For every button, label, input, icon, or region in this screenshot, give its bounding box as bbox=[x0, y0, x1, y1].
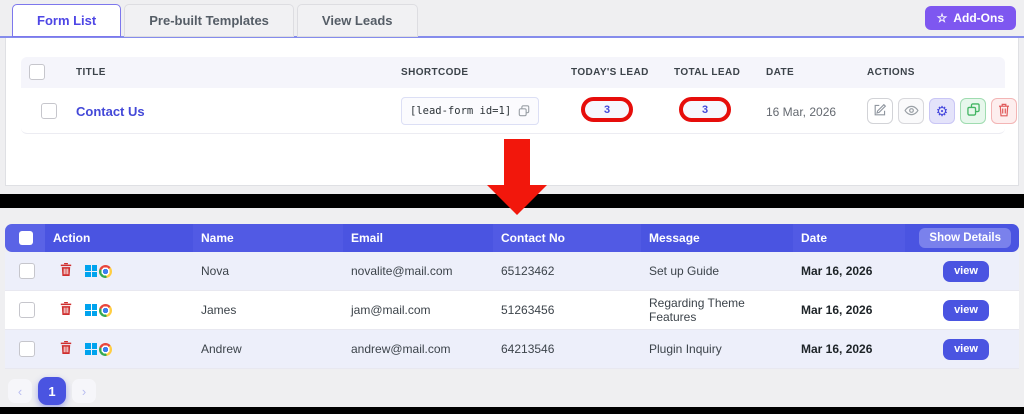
gear-icon: ⚙ bbox=[935, 103, 949, 119]
lead-date: Mar 16, 2026 bbox=[801, 264, 873, 278]
lead-message: Regarding Theme Features bbox=[649, 296, 745, 324]
column-header-todays-lead: TODAY'S LEAD bbox=[571, 67, 649, 78]
lead-email: novalite@mail.com bbox=[351, 264, 453, 278]
lead-row-checkbox[interactable] bbox=[19, 302, 35, 318]
pagination-page-1[interactable]: 1 bbox=[38, 377, 66, 405]
column-header-total-lead: TOTAL LEAD bbox=[674, 67, 741, 78]
lead-email: jam@mail.com bbox=[351, 303, 431, 317]
form-table: TITLE SHORTCODE TODAY'S LEAD TOTAL LEAD … bbox=[21, 57, 1017, 134]
windows-icon bbox=[85, 304, 97, 316]
leads-header-email: Email bbox=[343, 224, 493, 252]
leads-header-contact: Contact No bbox=[493, 224, 641, 252]
source-icons bbox=[85, 303, 112, 317]
eye-icon bbox=[903, 104, 919, 119]
column-header-date: DATE bbox=[766, 67, 795, 78]
tab-prebuilt-templates[interactable]: Pre-built Templates bbox=[124, 4, 294, 37]
lead-date: Mar 16, 2026 bbox=[801, 342, 873, 356]
duplicate-button[interactable] bbox=[960, 98, 986, 124]
shortcode-box: [lead-form id=1] bbox=[401, 97, 539, 125]
view-button[interactable]: view bbox=[943, 260, 989, 282]
source-icons bbox=[85, 264, 112, 278]
source-icons bbox=[85, 342, 112, 356]
leads-header-date: Date bbox=[793, 224, 905, 252]
addons-button[interactable]: ☆ Add-Ons bbox=[924, 6, 1016, 30]
lead-delete-button[interactable] bbox=[60, 263, 72, 279]
leads-select-all-checkbox[interactable] bbox=[19, 231, 33, 245]
total-lead-annotation-circle: 3 bbox=[679, 97, 731, 122]
pagination-prev-button[interactable]: ‹ bbox=[8, 379, 32, 403]
edit-pencil-icon bbox=[873, 103, 887, 120]
settings-button[interactable]: ⚙ bbox=[929, 98, 955, 124]
leads-header-name: Name bbox=[193, 224, 343, 252]
lead-contact: 65123462 bbox=[501, 264, 555, 278]
chrome-icon bbox=[99, 264, 112, 278]
tab-form-list[interactable]: Form List bbox=[12, 4, 122, 37]
pagination-next-button[interactable]: › bbox=[72, 379, 96, 403]
duplicate-icon bbox=[966, 103, 980, 119]
form-date: 16 Mar, 2026 bbox=[766, 105, 837, 119]
row-actions: ⚙ bbox=[867, 98, 1017, 124]
lead-row-checkbox[interactable] bbox=[19, 341, 35, 357]
lead-row: James jam@mail.com 51263456 Regarding Th… bbox=[5, 291, 1019, 330]
shortcode-text: [lead-form id=1] bbox=[410, 105, 512, 117]
view-button[interactable]: view bbox=[943, 338, 989, 360]
form-table-header: TITLE SHORTCODE TODAY'S LEAD TOTAL LEAD … bbox=[21, 57, 1005, 88]
star-icon: ☆ bbox=[936, 11, 948, 25]
lead-message: Plugin Inquiry bbox=[649, 342, 722, 356]
windows-icon bbox=[85, 343, 97, 355]
red-down-arrow-annotation bbox=[487, 139, 547, 215]
chrome-icon bbox=[99, 303, 112, 317]
tab-bar: Form List Pre-built Templates View Leads bbox=[12, 4, 418, 37]
lead-row-checkbox[interactable] bbox=[19, 263, 35, 279]
todays-lead-annotation-circle: 3 bbox=[581, 97, 633, 122]
select-all-checkbox[interactable] bbox=[29, 64, 45, 80]
column-header-shortcode: SHORTCODE bbox=[401, 67, 469, 78]
leads-header-action: Action bbox=[45, 224, 193, 252]
lead-row: Andrew andrew@mail.com 64213546 Plugin I… bbox=[5, 330, 1019, 369]
lead-date: Mar 16, 2026 bbox=[801, 303, 873, 317]
row-checkbox[interactable] bbox=[41, 103, 57, 119]
todays-lead-count: 3 bbox=[603, 103, 611, 116]
column-header-actions: ACTIONS bbox=[867, 67, 915, 78]
lead-name: Andrew bbox=[201, 342, 242, 356]
leads-table-header: Action Name Email Contact No Message Dat… bbox=[5, 224, 1019, 252]
total-lead-count: 3 bbox=[701, 103, 709, 116]
edit-button[interactable] bbox=[867, 98, 893, 124]
addons-button-label: Add-Ons bbox=[953, 11, 1004, 25]
lead-email: andrew@mail.com bbox=[351, 342, 451, 356]
bottom-divider-bar bbox=[0, 407, 1024, 414]
lead-contact: 64213546 bbox=[501, 342, 555, 356]
tab-view-leads[interactable]: View Leads bbox=[296, 4, 418, 37]
form-title-link[interactable]: Contact Us bbox=[76, 104, 145, 119]
lead-delete-button[interactable] bbox=[60, 341, 72, 357]
pagination: ‹ 1 › bbox=[8, 377, 96, 405]
delete-button[interactable] bbox=[991, 98, 1017, 124]
copy-icon[interactable] bbox=[518, 105, 530, 117]
show-details-button[interactable]: Show Details bbox=[919, 228, 1011, 248]
trash-icon bbox=[60, 302, 72, 318]
trash-icon bbox=[60, 341, 72, 357]
preview-button[interactable] bbox=[898, 98, 924, 124]
lead-row: Nova novalite@mail.com 65123462 Set up G… bbox=[5, 252, 1019, 291]
column-header-title: TITLE bbox=[76, 67, 106, 78]
chrome-icon bbox=[99, 342, 112, 356]
view-button[interactable]: view bbox=[943, 299, 989, 321]
trash-icon bbox=[998, 103, 1010, 120]
lead-name: Nova bbox=[201, 264, 230, 278]
lead-delete-button[interactable] bbox=[60, 302, 72, 318]
lead-name: James bbox=[201, 303, 237, 317]
form-table-row: Contact Us [lead-form id=1] 3 3 16 Mar, … bbox=[21, 88, 1017, 134]
trash-icon bbox=[60, 263, 72, 279]
leads-header-message: Message bbox=[641, 224, 793, 252]
lead-message: Set up Guide bbox=[649, 264, 720, 278]
leads-table: Action Name Email Contact No Message Dat… bbox=[5, 224, 1019, 369]
tab-underline bbox=[0, 36, 1024, 38]
windows-icon bbox=[85, 265, 97, 277]
lead-contact: 51263456 bbox=[501, 303, 555, 317]
